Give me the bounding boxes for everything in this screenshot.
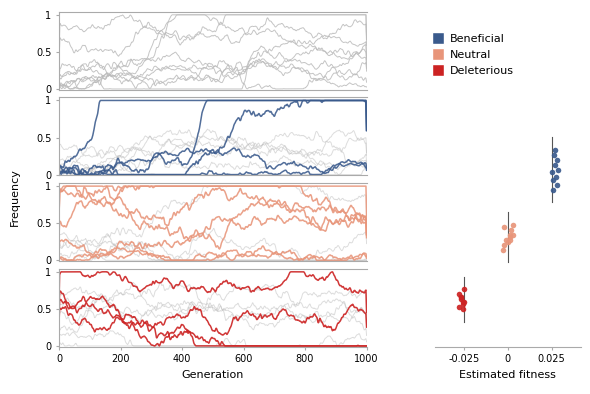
Point — [500, 224, 509, 230]
Point — [458, 306, 467, 312]
Point — [454, 304, 464, 310]
Point — [507, 227, 516, 233]
Point — [549, 152, 559, 158]
Point — [553, 167, 562, 173]
Point — [456, 294, 466, 300]
Point — [550, 162, 560, 168]
Point — [550, 147, 560, 153]
X-axis label: Generation: Generation — [182, 370, 244, 380]
Text: Frequency: Frequency — [10, 168, 19, 226]
Point — [509, 231, 518, 238]
Point — [456, 296, 466, 303]
Point — [460, 286, 469, 293]
Point — [500, 242, 509, 248]
Point — [509, 221, 518, 228]
Point — [552, 157, 562, 163]
Point — [549, 177, 558, 183]
Point — [551, 174, 560, 180]
Point — [503, 239, 513, 245]
Point — [505, 234, 514, 240]
X-axis label: Estimated fitness: Estimated fitness — [460, 370, 556, 380]
Point — [498, 246, 507, 253]
Point — [456, 294, 466, 300]
Point — [502, 236, 511, 243]
Point — [549, 186, 558, 193]
Point — [548, 169, 557, 175]
Legend: Beneficial, Neutral, Deleterious: Beneficial, Neutral, Deleterious — [433, 33, 513, 76]
Point — [458, 301, 467, 307]
Point — [454, 291, 464, 297]
Point — [458, 299, 467, 305]
Point — [505, 236, 514, 243]
Point — [505, 231, 514, 238]
Point — [460, 299, 469, 305]
Point — [552, 182, 562, 188]
